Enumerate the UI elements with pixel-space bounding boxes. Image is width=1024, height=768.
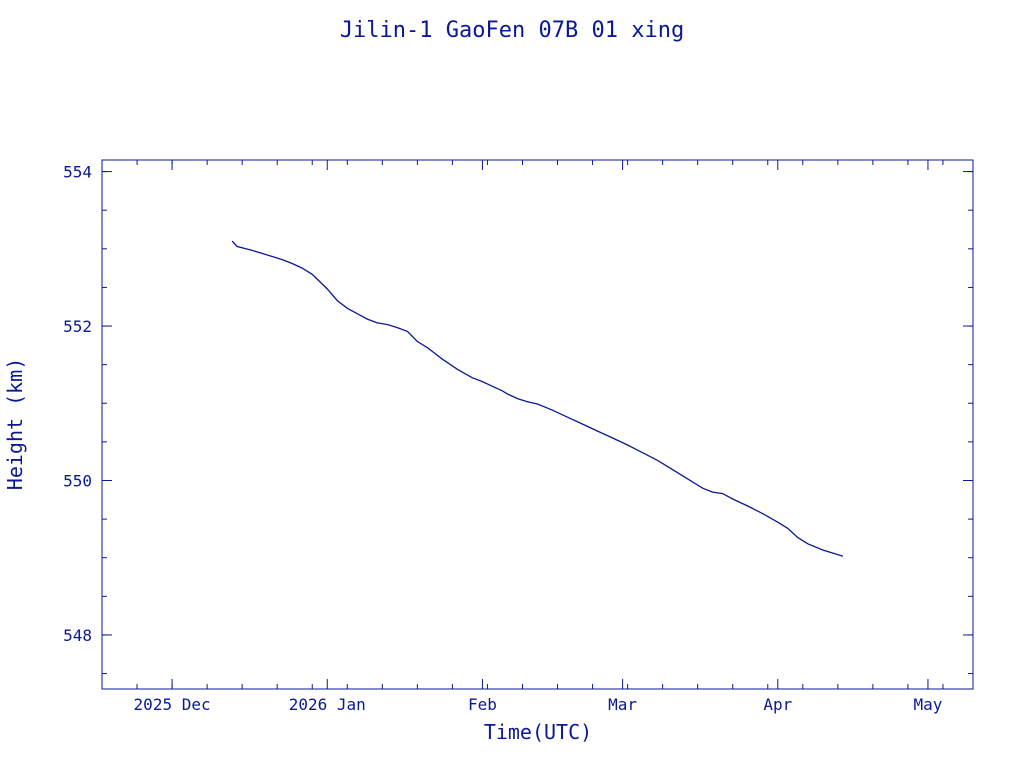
chart-title: Jilin-1 GaoFen 07B 01 xing [340, 18, 684, 43]
x-tick-label: Feb [468, 695, 497, 714]
tick-labels: 548 550 552 554 2025 Dec 2026 Jan Feb Mar Apr May [63, 163, 943, 714]
x-tick-label: May [913, 695, 942, 714]
y-axis-label: Height (km) [3, 358, 27, 490]
plot-frame [101, 159, 974, 690]
series-line-height [231, 240, 844, 557]
x-tick-label: 2025 Dec [134, 695, 211, 714]
y-tick-label: 554 [63, 163, 92, 182]
x-tick-label: Apr [763, 695, 792, 714]
x-axis-label: Time(UTC) [484, 720, 592, 744]
y-tick-label: 550 [63, 471, 92, 490]
x-tick-label: 2026 Jan [289, 695, 366, 714]
x-tick-label: Mar [608, 695, 637, 714]
y-tick-label: 552 [63, 317, 92, 336]
axis-ticks [101, 160, 973, 689]
y-tick-label: 548 [63, 626, 92, 645]
